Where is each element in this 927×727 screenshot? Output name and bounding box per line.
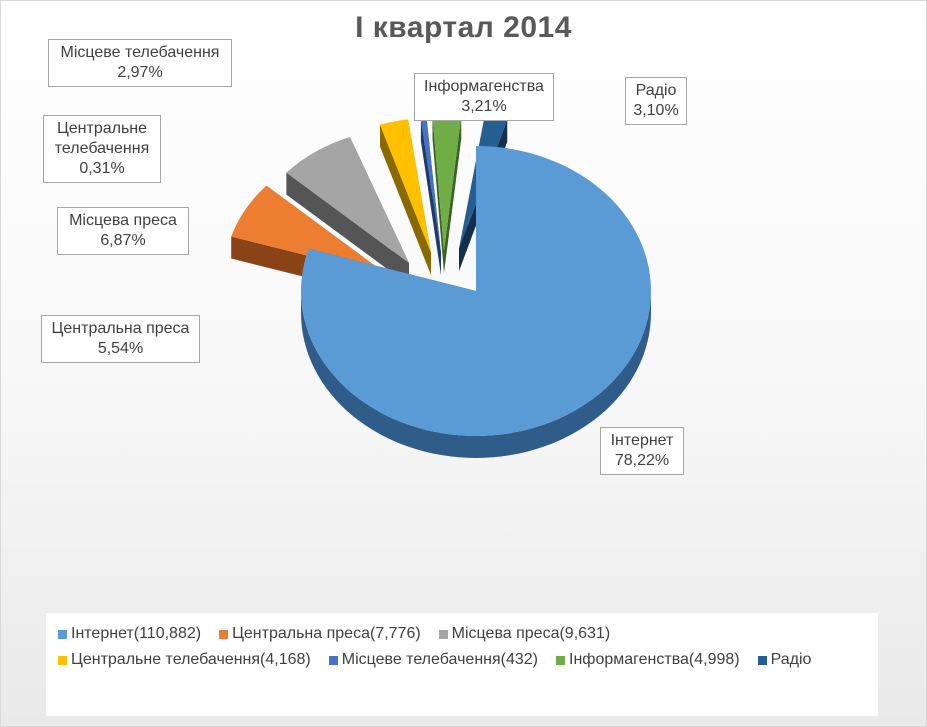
data-label-line: Радіо [635, 82, 677, 99]
data-label-line: Центральна преса [51, 320, 190, 337]
data-label-line: Місцева преса [69, 212, 177, 229]
pie-chart [231, 115, 652, 458]
legend-item: Центральне телебачення(4,168) [58, 647, 311, 673]
data-label-line: Центральне [56, 120, 148, 137]
data-label: Інформагенства 3,21% [414, 73, 554, 121]
legend-label: Центральне телебачення(4,168) [71, 651, 311, 668]
pie-slice-edge [286, 172, 409, 285]
data-label: Місцева преса 6,87% [57, 207, 189, 255]
pie-slice-5 [432, 116, 462, 273]
legend-label: Інтернет(110,882) [71, 625, 202, 642]
pie-slice-0 [301, 146, 652, 458]
data-label-line: Інформагенства [424, 78, 544, 95]
legend-label: Місцеве телебачення(432) [341, 651, 538, 668]
legend-swatch [58, 655, 67, 665]
data-label-line: 5,54% [97, 340, 144, 357]
chart-title: І квартал 2014 [355, 11, 572, 44]
legend-item: Інформагенства(4,998) [556, 647, 740, 673]
legend-swatch [757, 655, 767, 665]
data-label: Радіо 3,10% [625, 77, 687, 125]
pie-slice-3 [380, 119, 431, 276]
pie-slice-edge [432, 116, 444, 273]
legend-swatch [219, 629, 229, 639]
data-label: Інтернет 78,22% [600, 427, 684, 475]
data-label: Місцеве телебачення 2,97% [48, 39, 232, 87]
pie-slice-top [432, 116, 462, 251]
data-label: Центральне телебачення 0,31% [43, 115, 161, 183]
data-label-line: 6,87% [100, 232, 146, 249]
data-label-line: 2,97% [117, 64, 163, 81]
pie-slice-edge [420, 119, 441, 275]
data-label: Центральна преса 5,54% [41, 315, 200, 363]
data-label-line: 3,10% [633, 102, 679, 119]
legend-item: Центральна преса(7,776) [219, 621, 421, 647]
data-label-line: Інтернет [610, 432, 674, 449]
pie-slice-top [380, 119, 431, 253]
legend-label: Інформагенства(4,998) [569, 651, 740, 668]
data-label-line: 3,21% [461, 98, 507, 115]
data-label-line: 0,31% [79, 160, 125, 177]
legend-label: Місцева преса(9,631) [451, 625, 611, 642]
data-label-line: 78,22% [614, 452, 670, 469]
legend-label: Центральна преса(7,776) [232, 625, 421, 642]
data-label-line: телебачення [54, 140, 150, 157]
pie-slice-edge [444, 116, 462, 273]
pie-slice-edge [380, 124, 431, 276]
legend-item: Радіо [757, 647, 812, 673]
legend-swatch [328, 655, 338, 665]
legend-label: Радіо [770, 651, 812, 668]
data-label-line: Місцеве телебачення [60, 44, 220, 61]
pie-slice-top [420, 118, 441, 253]
legend-item: Інтернет(110,882) [58, 621, 201, 647]
legend-swatch [556, 655, 565, 665]
pie-slice-2 [286, 136, 409, 285]
pie-slice-top [301, 146, 652, 436]
legend-item: Місцеве телебачення(432) [328, 647, 538, 673]
pie-slice-top [286, 136, 409, 263]
legend-swatch [58, 629, 67, 639]
legend: Інтернет(110,882) Центральна преса(7,776)… [46, 613, 878, 716]
pie-slice-4 [420, 118, 441, 275]
pie-slice-top [231, 185, 389, 276]
legend-swatch [438, 629, 448, 639]
legend-item: Місцева преса(9,631) [438, 621, 611, 647]
